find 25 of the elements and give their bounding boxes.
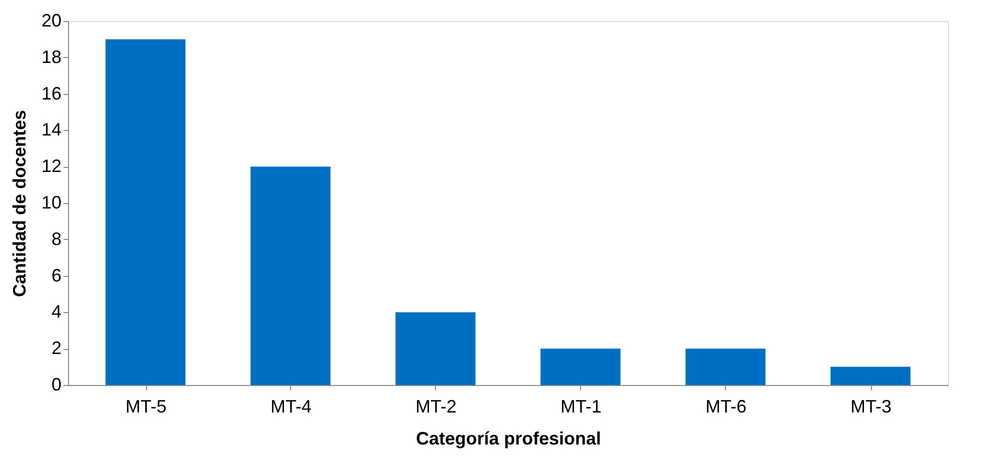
y-tick-label: 2 bbox=[51, 338, 62, 358]
x-tick-label: MT-4 bbox=[270, 396, 312, 416]
y-tick-label: 14 bbox=[41, 120, 62, 140]
y-tick-label: 10 bbox=[41, 192, 62, 212]
bar bbox=[830, 366, 910, 385]
bar bbox=[250, 166, 330, 385]
bar bbox=[686, 348, 766, 385]
y-tick-label: 8 bbox=[51, 228, 62, 249]
bar bbox=[396, 312, 476, 385]
x-tick-label: MT-2 bbox=[415, 396, 457, 416]
y-tick-label: 20 bbox=[41, 10, 62, 30]
y-tick-label: 18 bbox=[41, 46, 62, 67]
x-tick-label: MT-1 bbox=[560, 396, 602, 416]
y-tick-label: 12 bbox=[41, 156, 62, 176]
x-tick-label: MT-3 bbox=[850, 396, 892, 416]
y-tick-label: 4 bbox=[51, 302, 62, 322]
y-tick-label: 0 bbox=[51, 374, 62, 394]
y-tick-label: 16 bbox=[41, 83, 62, 104]
x-tick-label: MT-6 bbox=[705, 396, 747, 416]
y-tick-label: 6 bbox=[51, 265, 62, 286]
bar bbox=[540, 348, 620, 385]
y-axis-title: Cantidad de docentes bbox=[9, 110, 30, 298]
bar bbox=[106, 39, 186, 385]
x-tick-label: MT-5 bbox=[125, 396, 167, 416]
x-axis-title: Categoría profesional bbox=[416, 428, 602, 448]
